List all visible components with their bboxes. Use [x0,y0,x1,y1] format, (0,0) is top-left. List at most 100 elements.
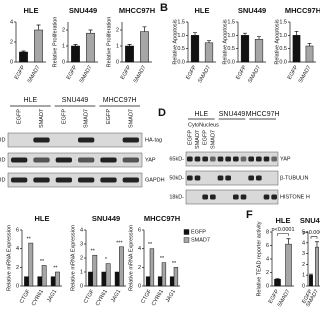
y-tick-label: 0 [302,283,305,289]
blot-band [55,177,72,183]
significance-label: ** [160,256,165,262]
blot-row-label: YAP [280,156,291,162]
bar [149,248,155,287]
blot-band [217,175,224,181]
chart-title: HLE [276,216,291,225]
bar [305,45,314,63]
blot-band [33,137,50,143]
bar [28,242,34,287]
blot-band [202,194,208,200]
blot-band [78,137,95,143]
chart-title: HLE [24,6,39,15]
bar [169,276,175,287]
x-tick-label: EGFP [287,64,300,80]
blot-band [122,137,139,143]
y-tick-label: 2 [16,265,19,271]
bar [254,39,264,63]
x-tick-label: EGFP [185,64,198,80]
bar [157,276,163,287]
blot-band [256,156,262,162]
blot-group-label: HLE [24,97,38,104]
blot-band [122,177,139,183]
y-tick-label: 3 [302,251,305,257]
y-tick-label: 1 [116,43,119,49]
blot-band [100,177,117,183]
significance-label: * [105,257,108,263]
blot-band [210,194,216,200]
bar [92,254,98,287]
legend-swatch [183,229,190,235]
y-axis-label: Relative Apoptosis [274,19,280,64]
blot-band [233,194,239,200]
bar [240,35,250,63]
y-tick-label: 0.5 [177,46,185,52]
y-tick-label: 4 [10,19,13,25]
error-bar [307,42,312,46]
y-tick-label: 3 [80,241,83,247]
blot-band [210,156,216,162]
y-tick-label: 0 [138,283,141,289]
lane-label: SMAD7 [195,130,201,149]
significance-label: ** [27,237,32,243]
x-tick-label: EGFP [66,64,79,80]
bar [119,246,124,287]
x-tick-label: SMAD7 [197,65,212,84]
bar [105,263,111,287]
blot-band [240,194,247,200]
bar [50,276,56,287]
blot-band [33,157,50,163]
lane-label: SMAD7 [128,109,134,128]
x-tick-label: EGFP [14,64,27,80]
fraction-label: Cyto [188,122,199,128]
lane-label: EGFP [203,130,209,145]
y-tick-label: 0 [10,59,13,65]
blot-left-label: ID [0,157,6,163]
bar [55,271,60,287]
y-tick-label: 0.5 [227,46,235,52]
legend-label: SMAD7 [191,237,210,243]
y-tick-label: 4 [266,256,269,262]
y-tick-label: 0.0 [227,59,235,65]
blot-left-label: ID [0,137,6,143]
error-bar [193,32,197,36]
significance-label: ** [148,242,153,248]
blot-band [256,175,262,181]
bar [125,45,134,63]
y-tick-label: 1.0 [227,33,235,39]
y-tick-label: 1.5 [177,19,185,25]
legend-swatch [183,237,190,243]
y-axis-label: Relative mRNA Expression [128,225,134,291]
bar [161,262,167,287]
y-tick-label: 1.0 [177,33,185,39]
chart-title: MHCC97H [285,6,320,15]
blot-marker: 18kD- [169,194,184,200]
error-bar [21,50,26,52]
error-bar [243,32,247,36]
error-bar [127,44,132,46]
lane-label: SMAD7 [210,130,216,149]
bar [145,276,151,287]
significance-bracket [277,233,289,236]
x-tick-label: EGFP [235,64,248,80]
y-tick-label: 2 [62,27,65,33]
blot-strip [185,151,279,167]
error-bar [73,44,78,46]
bar [274,279,281,287]
bar [41,265,47,287]
panel-letter: F [246,209,253,221]
y-axis-label: Relative Apoptosis [172,19,178,64]
y-tick-label: 1.5 [279,19,287,25]
y-tick-label: 4 [80,227,83,233]
bar [24,276,29,287]
bar [315,246,319,287]
blot-band [248,156,254,162]
y-tick-label: 6 [138,227,141,233]
chart-title: SNU449 [69,6,97,15]
y-tick-label: 1 [80,269,83,275]
bar [140,31,149,63]
lane-label: EGFP [17,109,23,124]
blot-band [122,157,139,163]
blot-band [248,175,254,181]
bar [292,35,301,63]
